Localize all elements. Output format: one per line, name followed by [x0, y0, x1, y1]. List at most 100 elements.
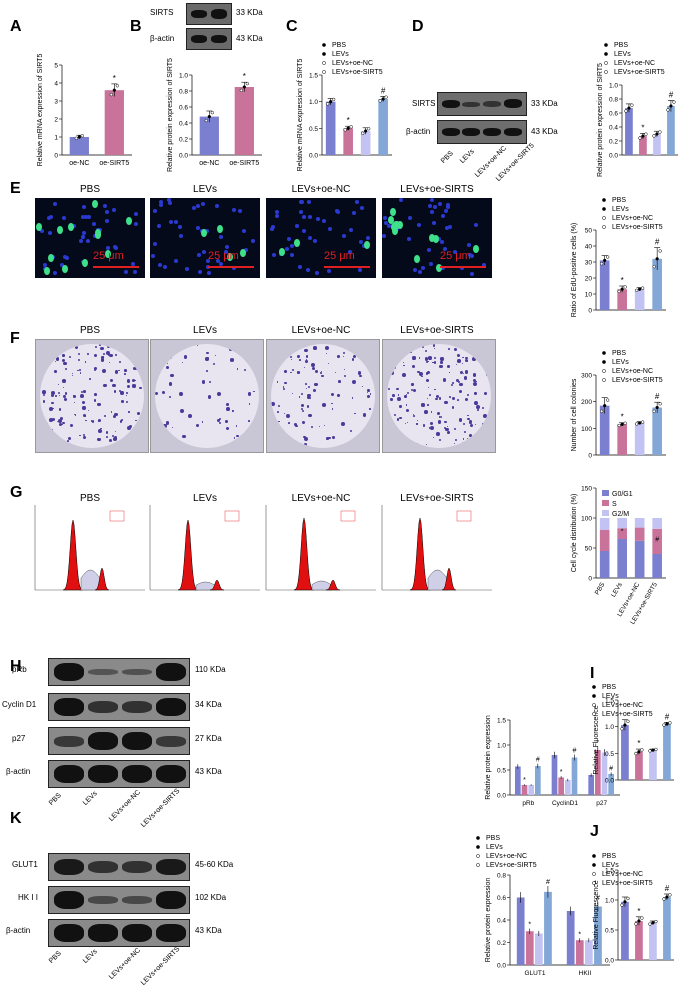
- colony-mark: [395, 344, 399, 348]
- blot-band: [54, 858, 84, 876]
- bar: [608, 774, 614, 795]
- edu-cell-mark: [216, 225, 223, 234]
- blot-band: [156, 663, 186, 681]
- nucleus-mark: [153, 242, 158, 247]
- bar: [639, 136, 647, 155]
- colony-mark: [424, 349, 428, 352]
- colony-mark: [314, 370, 318, 374]
- colony-mark: [277, 410, 280, 413]
- scale-bar-label: 25 μm: [93, 250, 124, 262]
- colony-mark: [111, 411, 113, 413]
- colony-mark: [120, 420, 123, 423]
- colony-mark: [462, 362, 464, 365]
- y-tick-label: 1.0: [309, 99, 318, 106]
- legend-marker: [476, 845, 480, 849]
- colony-mark: [108, 361, 111, 363]
- colony-mark: [54, 360, 57, 363]
- bar: [588, 775, 594, 795]
- legend-marker: [602, 351, 606, 355]
- legend-label: PBS: [602, 684, 616, 691]
- data-point: [648, 749, 652, 753]
- colony-mark: [182, 345, 187, 350]
- colony-dish-3: [266, 339, 380, 453]
- colony-mark: [112, 434, 115, 437]
- colony-mark: [426, 370, 430, 374]
- edu-cell-mark: [472, 245, 479, 254]
- nucleus-mark: [349, 228, 354, 233]
- colony-mark: [475, 380, 477, 383]
- nucleus-mark: [336, 210, 341, 215]
- edu-cell-mark: [393, 220, 400, 229]
- nucleus-mark: [358, 240, 363, 245]
- nucleus-mark: [251, 239, 256, 244]
- colony-mark: [303, 366, 306, 369]
- bar: [617, 289, 627, 310]
- colony-mark: [97, 437, 101, 441]
- edu-cell-mark: [390, 208, 397, 217]
- colony-mark: [84, 361, 87, 363]
- x-tick-label: oe-NC: [199, 160, 219, 167]
- colony-mark: [427, 386, 430, 389]
- data-point: [620, 727, 624, 731]
- y-tick-label: 1: [54, 135, 58, 142]
- colony-mark: [113, 390, 117, 393]
- colony-mark: [278, 420, 280, 423]
- data-point: [367, 127, 371, 131]
- colony-mark: [438, 438, 441, 441]
- nucleus-mark: [445, 226, 450, 231]
- y-tick-label: 0: [588, 576, 592, 583]
- data-point: [109, 92, 113, 97]
- colony-mark: [367, 388, 370, 392]
- colony-mark: [225, 426, 229, 431]
- data-point: [112, 88, 116, 92]
- colony-mark: [212, 363, 215, 366]
- nucleus-mark: [124, 269, 129, 274]
- y-tick-label: 0.5: [605, 751, 614, 758]
- colony-mark: [294, 344, 297, 348]
- nucleus-mark: [466, 243, 471, 248]
- blot-band: [54, 698, 84, 716]
- colony-mark: [296, 354, 300, 358]
- colony-mark: [464, 370, 469, 374]
- colony-dish-1: [35, 339, 149, 453]
- legend-label: LEVs: [612, 206, 629, 213]
- colony-mark: [404, 395, 407, 398]
- blot-band: [88, 700, 118, 714]
- colony-mark: [326, 437, 329, 440]
- flow-title-3: LEVs+oe-NC: [291, 493, 351, 504]
- bar: [621, 725, 629, 780]
- nucleus-mark: [306, 200, 311, 205]
- blot-h-row-2: [48, 693, 190, 721]
- colony-mark: [408, 347, 412, 351]
- colony-mark: [328, 436, 332, 440]
- data-point: [603, 258, 607, 263]
- colony-mark: [97, 419, 101, 423]
- colony-mark: [284, 413, 286, 415]
- edu-cell-mark: [387, 215, 394, 224]
- blot-b-kda-sirt5: 33 KDa: [236, 8, 263, 17]
- blot-h-kda-p27: 27 KDa: [195, 734, 222, 743]
- blot-h-row-label-p27: p27: [12, 734, 26, 743]
- legend-marker: [592, 694, 596, 698]
- colony-mark: [225, 402, 229, 406]
- colony-mark: [387, 387, 390, 390]
- colony-mark: [60, 441, 64, 445]
- colony-mark: [432, 362, 434, 364]
- nucleus-mark: [272, 252, 277, 257]
- nucleus-mark: [167, 198, 172, 203]
- colony-mark: [456, 353, 461, 358]
- colony-mark: [394, 426, 397, 429]
- colony-mark: [201, 421, 204, 423]
- colony-mark: [136, 344, 141, 349]
- nucleus-mark: [105, 245, 110, 250]
- data-point: [669, 104, 673, 108]
- colony-mark: [79, 372, 81, 374]
- nucleus-mark: [197, 269, 202, 274]
- colony-mark: [470, 348, 472, 350]
- colony-mark: [97, 403, 101, 407]
- colony-mark: [435, 394, 439, 398]
- colony-mark: [405, 422, 407, 424]
- colony-mark: [63, 394, 67, 399]
- colony-mark: [387, 357, 389, 359]
- nucleus-mark: [348, 250, 353, 255]
